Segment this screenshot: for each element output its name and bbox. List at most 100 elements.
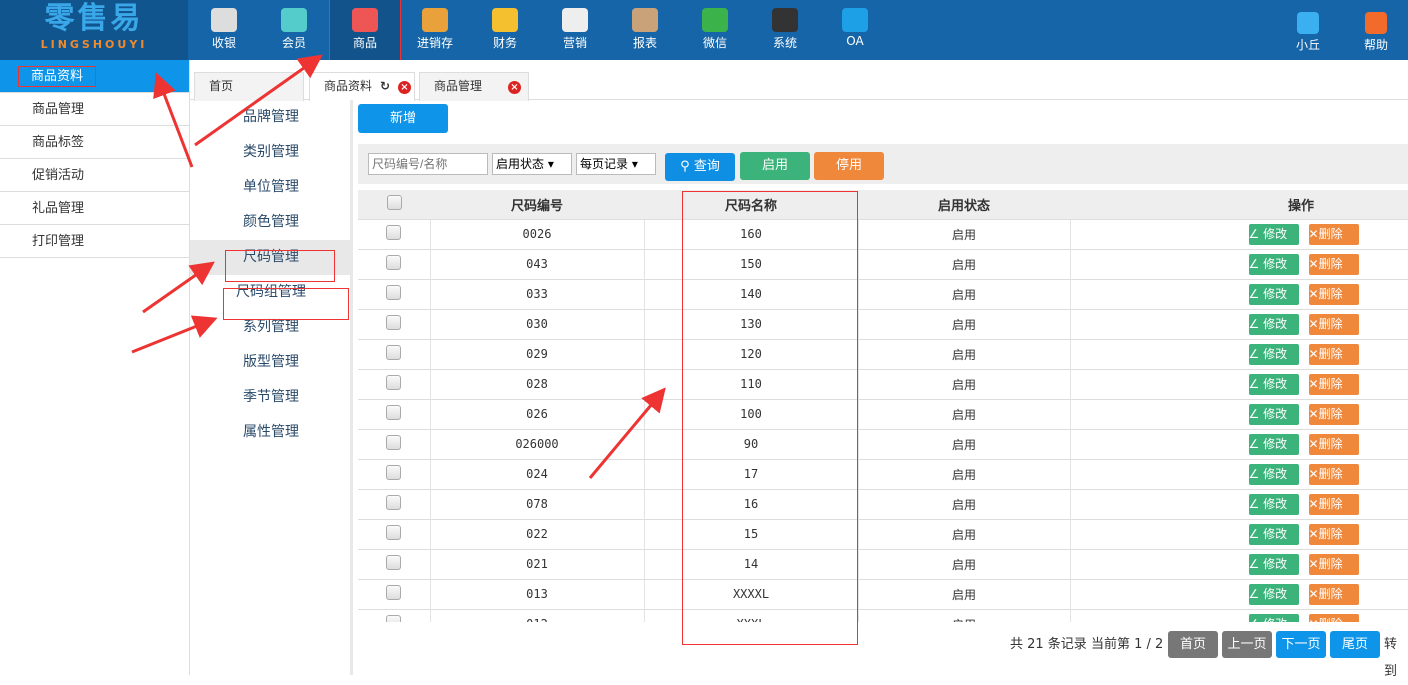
submenu-item[interactable]: 颜色管理: [243, 214, 299, 230]
submenu-item[interactable]: 系列管理: [243, 319, 299, 335]
sidebar-item[interactable]: 商品管理: [0, 93, 189, 126]
submenu-item[interactable]: 单位管理: [243, 179, 299, 195]
table-row[interactable]: 028 110 启用 ∠ 修改 ✕删除: [358, 368, 1408, 399]
table-row[interactable]: 030 130 启用 ∠ 修改 ✕删除: [358, 308, 1408, 339]
delete-button[interactable]: ✕删除: [1308, 403, 1359, 425]
edit-button[interactable]: ∠ 修改: [1248, 373, 1299, 395]
delete-button[interactable]: ✕删除: [1308, 343, 1359, 365]
last-page-button[interactable]: 尾页: [1330, 631, 1380, 658]
row-checkbox[interactable]: [386, 525, 402, 540]
edit-button[interactable]: ∠ 修改: [1248, 403, 1299, 425]
table-row[interactable]: 078 16 启用 ∠ 修改 ✕删除: [358, 488, 1408, 519]
tab-goods-info[interactable]: 商品资料 ↻ ×: [309, 72, 415, 101]
nav-inventory[interactable]: 进销存: [400, 0, 470, 60]
row-checkbox[interactable]: [386, 465, 402, 480]
nav-monitor[interactable]: 系统: [750, 0, 820, 60]
row-checkbox[interactable]: [386, 285, 402, 300]
submenu-item[interactable]: 类别管理: [243, 144, 299, 160]
delete-button[interactable]: ✕删除: [1308, 313, 1359, 335]
edit-button[interactable]: ∠ 修改: [1248, 283, 1299, 305]
row-checkbox[interactable]: [386, 555, 402, 570]
nav-cash-register[interactable]: 收银: [189, 0, 259, 60]
submenu-item[interactable]: 季节管理: [243, 389, 299, 405]
table-row[interactable]: 026 100 启用 ∠ 修改 ✕删除: [358, 398, 1408, 429]
sidebar-item[interactable]: 促销活动: [0, 159, 189, 192]
delete-button[interactable]: ✕删除: [1308, 613, 1359, 622]
edit-button[interactable]: ∠ 修改: [1248, 583, 1299, 605]
edit-button[interactable]: ∠ 修改: [1248, 523, 1299, 545]
row-checkbox[interactable]: [386, 405, 402, 420]
sidebar-item[interactable]: 礼品管理: [0, 192, 189, 225]
sidebar-item[interactable]: 打印管理: [0, 225, 189, 258]
delete-button[interactable]: ✕删除: [1308, 283, 1359, 305]
user-menu[interactable]: 小丘: [1273, 0, 1343, 60]
table-row[interactable]: 043 150 启用 ∠ 修改 ✕删除: [358, 248, 1408, 279]
delete-button[interactable]: ✕删除: [1308, 223, 1359, 245]
table-row[interactable]: 022 15 启用 ∠ 修改 ✕删除: [358, 518, 1408, 549]
edit-button[interactable]: ∠ 修改: [1248, 463, 1299, 485]
delete-button[interactable]: ✕删除: [1308, 553, 1359, 575]
nav-megaphone[interactable]: 营销: [540, 0, 610, 60]
delete-button[interactable]: ✕删除: [1308, 463, 1359, 485]
submenu-item[interactable]: 尺码管理: [190, 240, 350, 275]
table-row[interactable]: 021 14 启用 ∠ 修改 ✕删除: [358, 548, 1408, 579]
per-page-select[interactable]: 每页记录 ▾: [576, 153, 656, 175]
enable-button[interactable]: 启用: [740, 152, 810, 180]
row-checkbox[interactable]: [386, 375, 402, 390]
edit-button[interactable]: ∠ 修改: [1248, 343, 1299, 365]
row-checkbox[interactable]: [386, 255, 402, 270]
nav-finance[interactable]: 财务: [470, 0, 540, 60]
nav-wechat[interactable]: 微信: [680, 0, 750, 60]
edit-button[interactable]: ∠ 修改: [1248, 253, 1299, 275]
nav-goods[interactable]: 商品: [329, 0, 401, 61]
edit-button[interactable]: ∠ 修改: [1248, 313, 1299, 335]
delete-button[interactable]: ✕删除: [1308, 253, 1359, 275]
row-checkbox[interactable]: [386, 615, 402, 622]
refresh-icon[interactable]: ↻: [380, 79, 391, 93]
tab-home[interactable]: 首页: [194, 72, 304, 101]
nav-oa[interactable]: OA: [820, 0, 890, 60]
first-page-button[interactable]: 首页: [1168, 631, 1218, 658]
row-checkbox[interactable]: [386, 585, 402, 600]
nav-member[interactable]: 会员: [259, 0, 329, 60]
table-row[interactable]: 026000 90 启用 ∠ 修改 ✕删除: [358, 428, 1408, 459]
delete-button[interactable]: ✕删除: [1308, 583, 1359, 605]
table-row[interactable]: 029 120 启用 ∠ 修改 ✕删除: [358, 338, 1408, 369]
submenu-item[interactable]: 属性管理: [243, 424, 299, 440]
delete-button[interactable]: ✕删除: [1308, 493, 1359, 515]
submenu-item[interactable]: 版型管理: [243, 354, 299, 370]
select-all-checkbox[interactable]: [386, 194, 402, 210]
table-row[interactable]: 033 140 启用 ∠ 修改 ✕删除: [358, 278, 1408, 309]
nav-report[interactable]: 报表: [610, 0, 680, 60]
table-row[interactable]: 0026 160 启用 ∠ 修改 ✕删除: [358, 218, 1408, 249]
tab-goods-manage[interactable]: 商品管理 ×: [419, 72, 529, 101]
status-select[interactable]: 启用状态 ▾: [492, 153, 572, 175]
edit-button[interactable]: ∠ 修改: [1248, 493, 1299, 515]
edit-button[interactable]: ∠ 修改: [1248, 553, 1299, 575]
submenu-item[interactable]: 品牌管理: [243, 109, 299, 125]
close-icon[interactable]: ×: [508, 81, 521, 94]
row-checkbox[interactable]: [386, 315, 402, 330]
row-checkbox[interactable]: [386, 225, 402, 240]
help-button[interactable]: 帮助: [1341, 0, 1408, 60]
close-icon[interactable]: ×: [398, 81, 411, 94]
delete-button[interactable]: ✕删除: [1308, 373, 1359, 395]
next-page-button[interactable]: 下一页: [1276, 631, 1326, 658]
table-row[interactable]: 012XXXL启用∠ 修改✕删除: [358, 608, 1408, 622]
add-button[interactable]: 新增: [358, 104, 448, 133]
row-checkbox[interactable]: [386, 495, 402, 510]
delete-button[interactable]: ✕删除: [1308, 523, 1359, 545]
sidebar-item[interactable]: 商品标签: [0, 126, 189, 159]
edit-button[interactable]: ∠ 修改: [1248, 433, 1299, 455]
row-checkbox[interactable]: [386, 435, 402, 450]
table-row[interactable]: 013 XXXXL 启用 ∠ 修改 ✕删除: [358, 578, 1408, 609]
row-checkbox[interactable]: [386, 345, 402, 360]
search-input[interactable]: [368, 153, 488, 175]
prev-page-button[interactable]: 上一页: [1222, 631, 1272, 658]
delete-button[interactable]: ✕删除: [1308, 433, 1359, 455]
edit-button[interactable]: ∠ 修改: [1248, 613, 1299, 622]
table-row[interactable]: 024 17 启用 ∠ 修改 ✕删除: [358, 458, 1408, 489]
disable-button[interactable]: 停用: [814, 152, 884, 180]
edit-button[interactable]: ∠ 修改: [1248, 223, 1299, 245]
query-button[interactable]: ⚲ 查询: [665, 153, 735, 181]
